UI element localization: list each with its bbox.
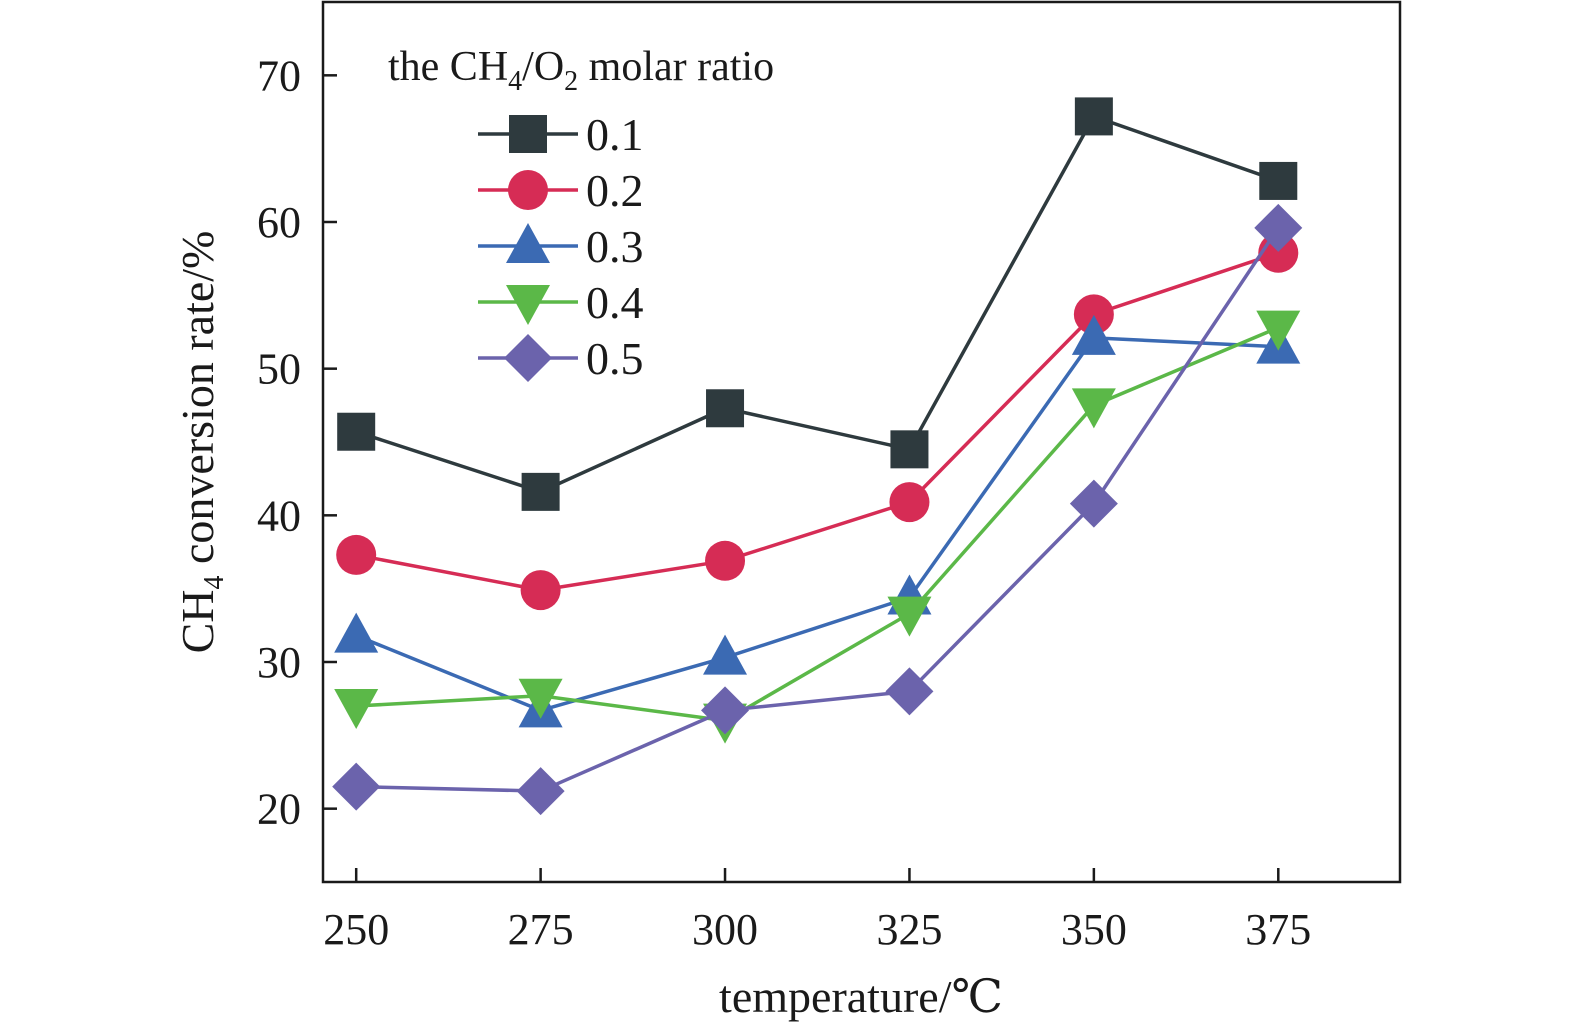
x-tick-label: 350 — [1061, 905, 1127, 954]
data-point — [337, 412, 376, 451]
legend-swatch-marker — [506, 223, 550, 263]
x-tick-label: 375 — [1245, 905, 1311, 954]
series-line — [356, 325, 1279, 723]
data-point — [1254, 203, 1303, 252]
y-tick-label: 20 — [257, 785, 301, 834]
data-point — [1259, 161, 1298, 200]
y-tick-label: 30 — [257, 638, 301, 687]
legend: the CH4/O2 molar ratio 0.10.20.30.40.5 — [388, 44, 774, 384]
legend-entry: 0.1 — [478, 109, 644, 160]
x-axis-title: temperature/℃ — [719, 971, 1003, 1022]
series-1 — [337, 97, 1298, 511]
legend-label: 0.3 — [586, 221, 644, 272]
data-point — [890, 430, 929, 469]
legend-swatch-marker — [504, 334, 552, 382]
data-point — [1256, 310, 1301, 351]
data-point — [701, 686, 750, 735]
data-point — [1071, 388, 1116, 429]
legend-label: 0.2 — [586, 165, 644, 216]
legend-label: 0.5 — [586, 333, 644, 384]
series-line — [355, 251, 1279, 592]
series-line — [356, 226, 1280, 793]
series-4 — [334, 310, 1301, 744]
data-point — [334, 612, 379, 653]
axis-ticks: 250 275 300 325 350 375 20 30 40 50 60 70 — [257, 51, 1311, 954]
data-point — [1071, 314, 1116, 355]
data-point — [516, 767, 565, 816]
y-axis-title: CH4 conversion rate/% — [172, 231, 230, 654]
data-point — [332, 762, 381, 811]
plot-frame — [321, 0, 1402, 884]
y-tick-label: 50 — [257, 345, 301, 394]
data-point — [336, 534, 377, 575]
legend-entry: 0.5 — [478, 333, 644, 384]
series-line — [355, 114, 1279, 494]
legend-swatch-marker — [509, 115, 547, 153]
data-point — [703, 634, 748, 675]
y-tick-label: 40 — [257, 491, 301, 540]
data-point — [1073, 294, 1114, 335]
data-point — [1069, 479, 1118, 528]
data-point — [705, 540, 746, 581]
legend-title: the CH4/O2 molar ratio — [388, 44, 774, 97]
legend-swatch-marker — [508, 170, 548, 210]
x-tick-label: 325 — [876, 905, 942, 954]
data-point — [706, 389, 745, 428]
data-point — [889, 482, 930, 523]
series-layer — [332, 97, 1303, 816]
data-point — [1074, 97, 1113, 136]
data-point — [521, 472, 560, 511]
y-tick-label: 60 — [257, 198, 301, 247]
data-point — [518, 678, 563, 719]
x-tick-label: 275 — [508, 905, 574, 954]
legend-entry: 0.2 — [478, 165, 644, 216]
x-tick-label: 300 — [692, 905, 758, 954]
y-tick-label: 70 — [257, 51, 301, 100]
series-5 — [332, 203, 1303, 816]
legend-swatch-marker — [506, 285, 550, 325]
data-point — [885, 667, 934, 716]
legend-label: 0.1 — [586, 109, 644, 160]
legend-entry: 0.3 — [478, 221, 644, 272]
series-line — [355, 336, 1279, 713]
x-tick-label: 250 — [323, 905, 389, 954]
data-point — [334, 689, 379, 729]
legend-label: 0.4 — [586, 277, 644, 328]
legend-entry: 0.4 — [478, 277, 644, 328]
data-point — [520, 570, 561, 611]
data-point — [887, 596, 932, 637]
series-2 — [336, 232, 1299, 611]
